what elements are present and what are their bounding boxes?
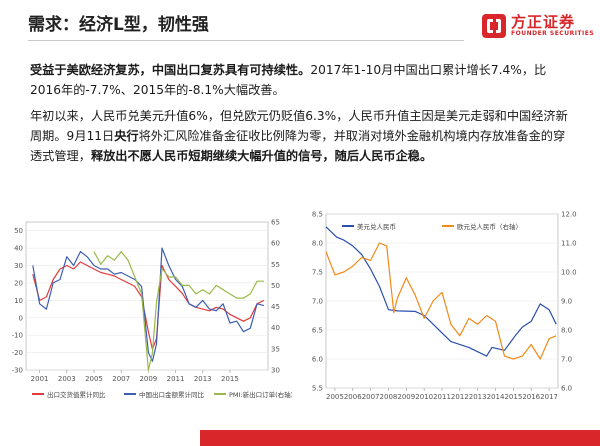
fx-chart-x-tick: 2011 [433, 393, 451, 401]
export-chart-y-left-tick: 30 [14, 262, 23, 270]
fx-chart-y-left-tick: 7.0 [312, 298, 323, 306]
export-chart-legend-label: PMI:新出口订单(右轴) [229, 390, 292, 399]
fx-chart-x-tick: 2007 [362, 393, 380, 401]
export-chart-series-line-2 [32, 247, 265, 362]
logo-text-cn: 方正证券 [511, 13, 576, 31]
export-chart-series-line-1 [32, 261, 265, 350]
fx-chart-y-right-tick: 12.0 [561, 211, 577, 219]
company-logo: 方正证券 FOUNDER SECURITIES [482, 14, 594, 38]
export-chart-x-tick: 2011 [167, 375, 185, 383]
export-chart-y-left-tick: 50 [14, 227, 23, 235]
export-chart-legend-label: 出口交货值累计同比 [47, 390, 106, 399]
fx-chart-x-tick: 2015 [504, 393, 522, 401]
export-growth-chart-svg: 50 40 30 20 10 0 -10 -20 -30 65 60 55 50 45 40 35 30 2001… [12, 219, 294, 400]
export-chart-x-tick: 2003 [58, 375, 76, 383]
fx-chart-legend-label: 欧元兑人民币（右轴） [457, 222, 522, 231]
fx-chart-y-left-tick: 5.5 [312, 385, 323, 393]
export-chart-y-left-tick: 40 [14, 245, 23, 253]
fx-chart-x-tick: 2014 [487, 393, 505, 401]
founder-logo-icon [482, 14, 506, 38]
rmb-paragraph-bold2: 释放出不愿人民币短期继续大幅升值的信号，随后人民币企稳。 [90, 149, 433, 163]
rmb-paragraph-part2: 将外汇风险准备金征收比例降为零，并取消对境外金融机构境内存放准备金的穿透式管理， [30, 129, 566, 163]
title-divider [28, 40, 464, 41]
export-chart-x-tick: 2005 [85, 375, 103, 383]
fx-chart-x-tick: 2005 [326, 393, 344, 401]
fx-chart-y-left-tick: 8.5 [312, 211, 323, 219]
export-chart-y-right-tick: 35 [271, 345, 280, 353]
export-paragraph: 受益于美欧经济复苏，中国出口复苏具有可持续性。2017年1-10月中国出口累计增… [30, 60, 570, 100]
export-chart-y-left-tick: 10 [14, 297, 23, 305]
export-chart-y-right-tick: 50 [271, 282, 280, 290]
fx-chart-y-left-tick: 6.5 [312, 327, 323, 335]
export-chart-y-left-tick: 20 [14, 279, 23, 287]
export-paragraph-body: 2017年1-10月中国出口累计增长7.4%，比2016年的-7.7%、2015… [30, 63, 547, 97]
fx-chart-y-right-tick: 7.0 [561, 356, 572, 364]
export-chart-y-right-tick: 40 [271, 324, 280, 332]
fx-chart-x-tick: 2017 [540, 393, 558, 401]
export-chart-y-right-tick: 55 [271, 261, 280, 269]
export-chart-y-left-tick: -30 [12, 367, 23, 375]
export-chart-y-right-tick: 30 [271, 367, 280, 375]
fx-chart-y-right-tick: 9.0 [561, 298, 572, 306]
export-chart-y-right-tick: 60 [271, 240, 280, 248]
fx-chart-x-tick: 2016 [522, 393, 540, 401]
fx-chart-series-line-2 [325, 242, 557, 360]
export-chart-x-tick: 2013 [194, 375, 212, 383]
fx-chart-legend-label: 美元兑人民币 [357, 222, 396, 231]
exchange-rate-chart-svg: 8.5 8.0 7.5 7.0 6.5 6.0 5.5 12.0 11.0 10.0 9.0 8.0 7… [312, 211, 577, 402]
fx-chart-x-tick: 2006 [344, 393, 362, 401]
export-chart-y-right-tick: 45 [271, 303, 280, 311]
fx-chart-y-left-tick: 7.5 [312, 269, 323, 277]
fx-chart-x-tick: 2009 [397, 393, 415, 401]
fx-chart-y-right-tick: 8.0 [561, 327, 572, 335]
export-chart-y-left-tick: -20 [12, 349, 23, 357]
fx-chart-x-tick: 2012 [451, 393, 469, 401]
export-chart-y-left-tick: -10 [12, 332, 23, 340]
export-chart-y-right-tick: 65 [271, 219, 280, 227]
fx-chart-y-left-tick: 6.0 [312, 356, 323, 364]
export-chart-x-tick: 2015 [221, 375, 239, 383]
page-title: 需求：经济L型，韧性强 [28, 15, 209, 35]
fx-chart-y-right-tick: 10.0 [561, 269, 577, 277]
export-chart-y-left-tick: 0 [19, 314, 23, 322]
export-growth-chart: 50 40 30 20 10 0 -10 -20 -30 65 60 55 50 45 40 35 30 2001… [6, 212, 294, 408]
export-chart-x-tick: 2001 [31, 375, 49, 383]
export-chart-x-tick: 2007 [112, 375, 130, 383]
rmb-paragraph-part1: 年初以来，人民币兑美元升值6%，但兑欧元仍贬值6.3%，人民币升值主因是美元走弱… [30, 109, 568, 143]
fx-chart-x-tick: 2010 [415, 393, 433, 401]
logo-text-en: FOUNDER SECURITIES [511, 30, 595, 37]
fx-chart-x-tick: 2008 [380, 393, 398, 401]
rmb-paragraph-bold1: 央行 [114, 129, 139, 143]
fx-chart-y-right-tick: 11.0 [561, 240, 577, 248]
fx-chart-y-right-tick: 6.0 [561, 385, 572, 393]
footer-accent-bar [200, 430, 600, 446]
export-paragraph-lead: 受益于美欧经济复苏，中国出口复苏具有可持续性。 [30, 63, 311, 77]
rmb-paragraph: 年初以来，人民币兑美元升值6%，但兑欧元仍贬值6.3%，人民币升值主因是美元走弱… [30, 106, 570, 166]
fx-chart-x-tick: 2013 [469, 393, 487, 401]
fx-chart-series-line-1 [325, 226, 557, 357]
export-chart-legend-label: 中国出口金额累计同比 [139, 390, 205, 399]
exchange-rate-chart: 8.5 8.0 7.5 7.0 6.5 6.0 5.5 12.0 11.0 10.0 9.0 8.0 7… [304, 202, 582, 404]
export-chart-series-line-3 [93, 250, 264, 371]
fx-chart-y-left-tick: 8.0 [312, 240, 323, 248]
export-chart-x-tick: 2009 [139, 375, 157, 383]
